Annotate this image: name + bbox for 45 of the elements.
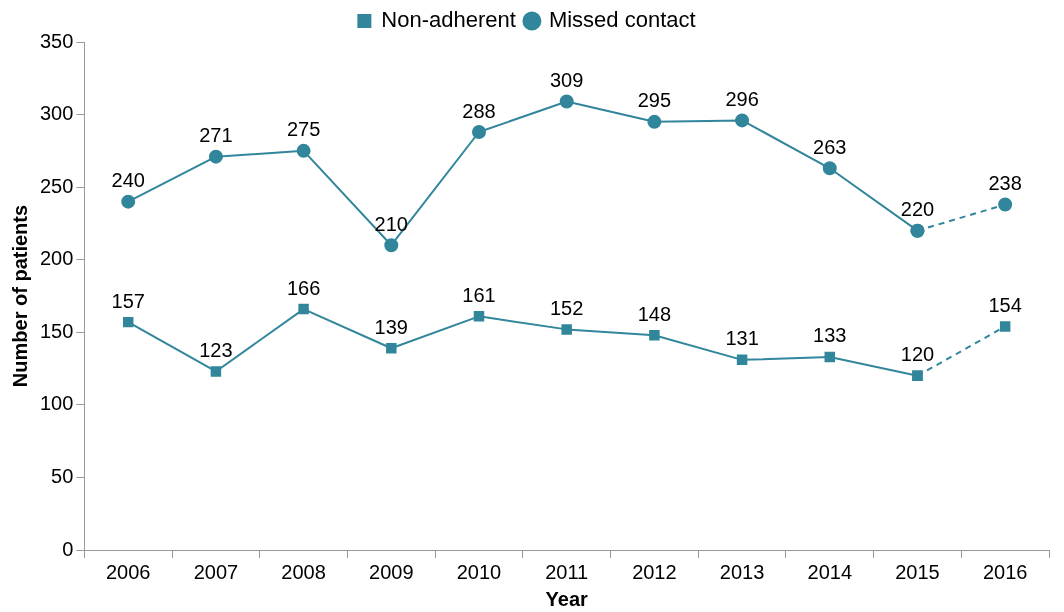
data-label: 275 <box>286 118 321 141</box>
x-tick-label: 2011 <box>545 560 589 583</box>
y-tick-label: 300 <box>39 102 74 125</box>
x-tick-label: 2013 <box>719 560 765 583</box>
data-label: 240 <box>111 169 145 192</box>
data-label: 131 <box>725 327 759 350</box>
x-tick-label: 2008 <box>281 560 326 583</box>
x-tick-label: 2014 <box>807 560 853 583</box>
data-label: 309 <box>550 69 584 92</box>
x-tick-label: 2007 <box>193 560 239 583</box>
data-label: 263 <box>813 135 847 158</box>
data-label: 238 <box>988 172 1022 195</box>
legend-label: Non-adherent <box>381 7 516 33</box>
y-tick-label: 150 <box>39 319 74 342</box>
x-tick-label: 2006 <box>105 560 151 583</box>
legend-label: Missed contact <box>548 7 696 33</box>
y-tick-label: 50 <box>51 464 74 487</box>
y-axis-title: Number of patients <box>8 204 31 388</box>
data-label: 288 <box>462 99 496 122</box>
x-tick-label: 2015 <box>895 560 940 583</box>
data-label: 123 <box>199 338 233 361</box>
y-tick-label: 0 <box>62 537 74 560</box>
x-tick-label: 2010 <box>456 560 502 583</box>
data-label: 157 <box>111 289 145 312</box>
y-tick-label: 200 <box>39 247 74 270</box>
data-label: 152 <box>550 296 584 319</box>
y-tick-label: 100 <box>39 392 74 415</box>
data-label: 295 <box>637 89 672 112</box>
data-label: 296 <box>725 87 759 110</box>
x-tick-label: 2012 <box>632 560 677 583</box>
x-tick-label: 2009 <box>369 560 414 583</box>
data-label: 271 <box>199 124 233 147</box>
x-axis-title: Year <box>545 587 589 610</box>
data-label: 139 <box>374 315 408 338</box>
data-label: 148 <box>637 302 672 325</box>
y-tick-label: 350 <box>39 29 74 52</box>
data-label: 120 <box>900 343 935 366</box>
data-label: 154 <box>988 294 1022 316</box>
y-tick-label: 250 <box>39 174 74 197</box>
x-tick-label: 2016 <box>982 560 1028 583</box>
data-label: 166 <box>286 276 321 299</box>
data-label: 210 <box>374 212 408 235</box>
data-label: 220 <box>900 198 935 221</box>
data-label: 133 <box>813 324 847 347</box>
data-label: 161 <box>462 283 496 306</box>
